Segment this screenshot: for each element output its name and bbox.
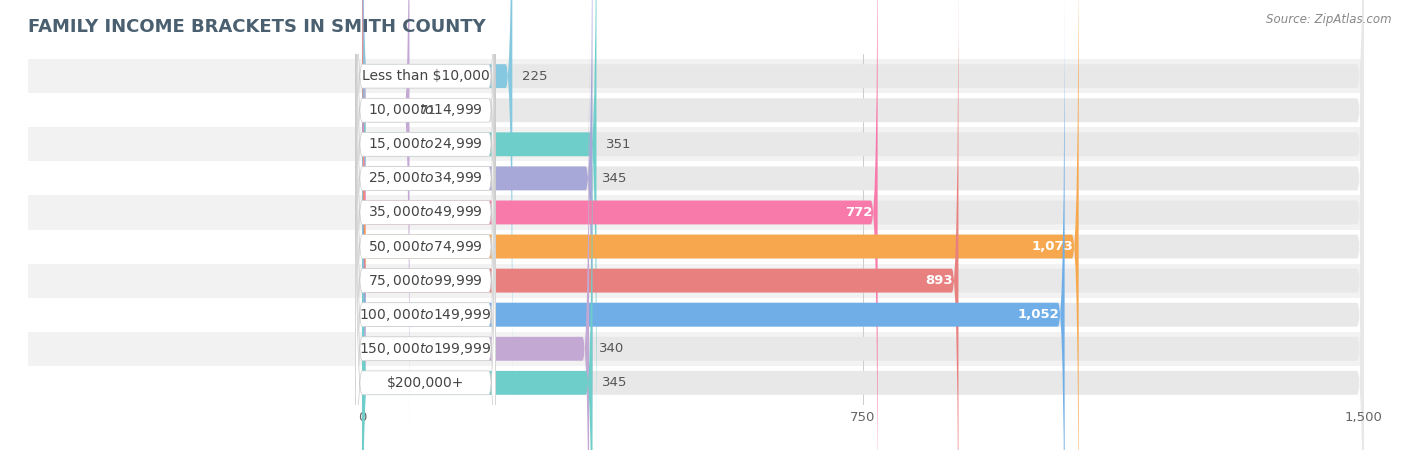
FancyBboxPatch shape <box>356 0 496 450</box>
FancyBboxPatch shape <box>356 0 496 450</box>
FancyBboxPatch shape <box>363 0 596 450</box>
Text: Source: ZipAtlas.com: Source: ZipAtlas.com <box>1267 14 1392 27</box>
Text: 225: 225 <box>523 70 548 83</box>
Text: $200,000+: $200,000+ <box>387 376 464 390</box>
FancyBboxPatch shape <box>363 54 1364 450</box>
FancyBboxPatch shape <box>363 0 959 450</box>
Text: 345: 345 <box>603 172 628 185</box>
FancyBboxPatch shape <box>363 0 1364 450</box>
FancyBboxPatch shape <box>363 0 877 450</box>
FancyBboxPatch shape <box>363 0 1364 450</box>
Text: $25,000 to $34,999: $25,000 to $34,999 <box>368 171 482 186</box>
FancyBboxPatch shape <box>363 54 592 450</box>
FancyBboxPatch shape <box>28 230 1364 264</box>
Text: 893: 893 <box>925 274 953 287</box>
Text: Less than $10,000: Less than $10,000 <box>361 69 489 83</box>
FancyBboxPatch shape <box>356 54 496 450</box>
FancyBboxPatch shape <box>356 0 496 450</box>
FancyBboxPatch shape <box>28 162 1364 195</box>
Text: 71: 71 <box>419 104 436 117</box>
FancyBboxPatch shape <box>363 0 592 450</box>
Text: 351: 351 <box>606 138 631 151</box>
FancyBboxPatch shape <box>363 0 1364 450</box>
Text: 340: 340 <box>599 342 624 355</box>
Text: $75,000 to $99,999: $75,000 to $99,999 <box>368 273 482 288</box>
FancyBboxPatch shape <box>363 20 1364 450</box>
FancyBboxPatch shape <box>28 127 1364 162</box>
FancyBboxPatch shape <box>356 0 496 450</box>
FancyBboxPatch shape <box>363 0 512 405</box>
FancyBboxPatch shape <box>28 59 1364 93</box>
FancyBboxPatch shape <box>356 0 496 439</box>
FancyBboxPatch shape <box>363 20 589 450</box>
FancyBboxPatch shape <box>363 0 409 439</box>
FancyBboxPatch shape <box>356 0 496 450</box>
FancyBboxPatch shape <box>28 195 1364 230</box>
Text: 345: 345 <box>603 376 628 389</box>
Text: FAMILY INCOME BRACKETS IN SMITH COUNTY: FAMILY INCOME BRACKETS IN SMITH COUNTY <box>28 18 486 36</box>
Text: $35,000 to $49,999: $35,000 to $49,999 <box>368 204 482 220</box>
FancyBboxPatch shape <box>363 0 1364 405</box>
Text: $15,000 to $24,999: $15,000 to $24,999 <box>368 136 482 152</box>
Text: $150,000 to $199,999: $150,000 to $199,999 <box>360 341 492 357</box>
FancyBboxPatch shape <box>363 0 1364 439</box>
FancyBboxPatch shape <box>28 366 1364 400</box>
FancyBboxPatch shape <box>356 0 496 450</box>
FancyBboxPatch shape <box>363 0 1078 450</box>
Text: 772: 772 <box>845 206 872 219</box>
FancyBboxPatch shape <box>363 0 1364 450</box>
Text: 1,073: 1,073 <box>1032 240 1073 253</box>
FancyBboxPatch shape <box>356 20 496 450</box>
FancyBboxPatch shape <box>356 0 496 405</box>
Text: $10,000 to $14,999: $10,000 to $14,999 <box>368 102 482 118</box>
Text: $100,000 to $149,999: $100,000 to $149,999 <box>360 307 492 323</box>
FancyBboxPatch shape <box>28 93 1364 127</box>
FancyBboxPatch shape <box>28 264 1364 297</box>
FancyBboxPatch shape <box>28 297 1364 332</box>
FancyBboxPatch shape <box>363 0 1064 450</box>
FancyBboxPatch shape <box>28 332 1364 366</box>
FancyBboxPatch shape <box>363 0 1364 450</box>
Text: $50,000 to $74,999: $50,000 to $74,999 <box>368 238 482 255</box>
Text: 1,052: 1,052 <box>1018 308 1059 321</box>
FancyBboxPatch shape <box>363 0 1364 450</box>
